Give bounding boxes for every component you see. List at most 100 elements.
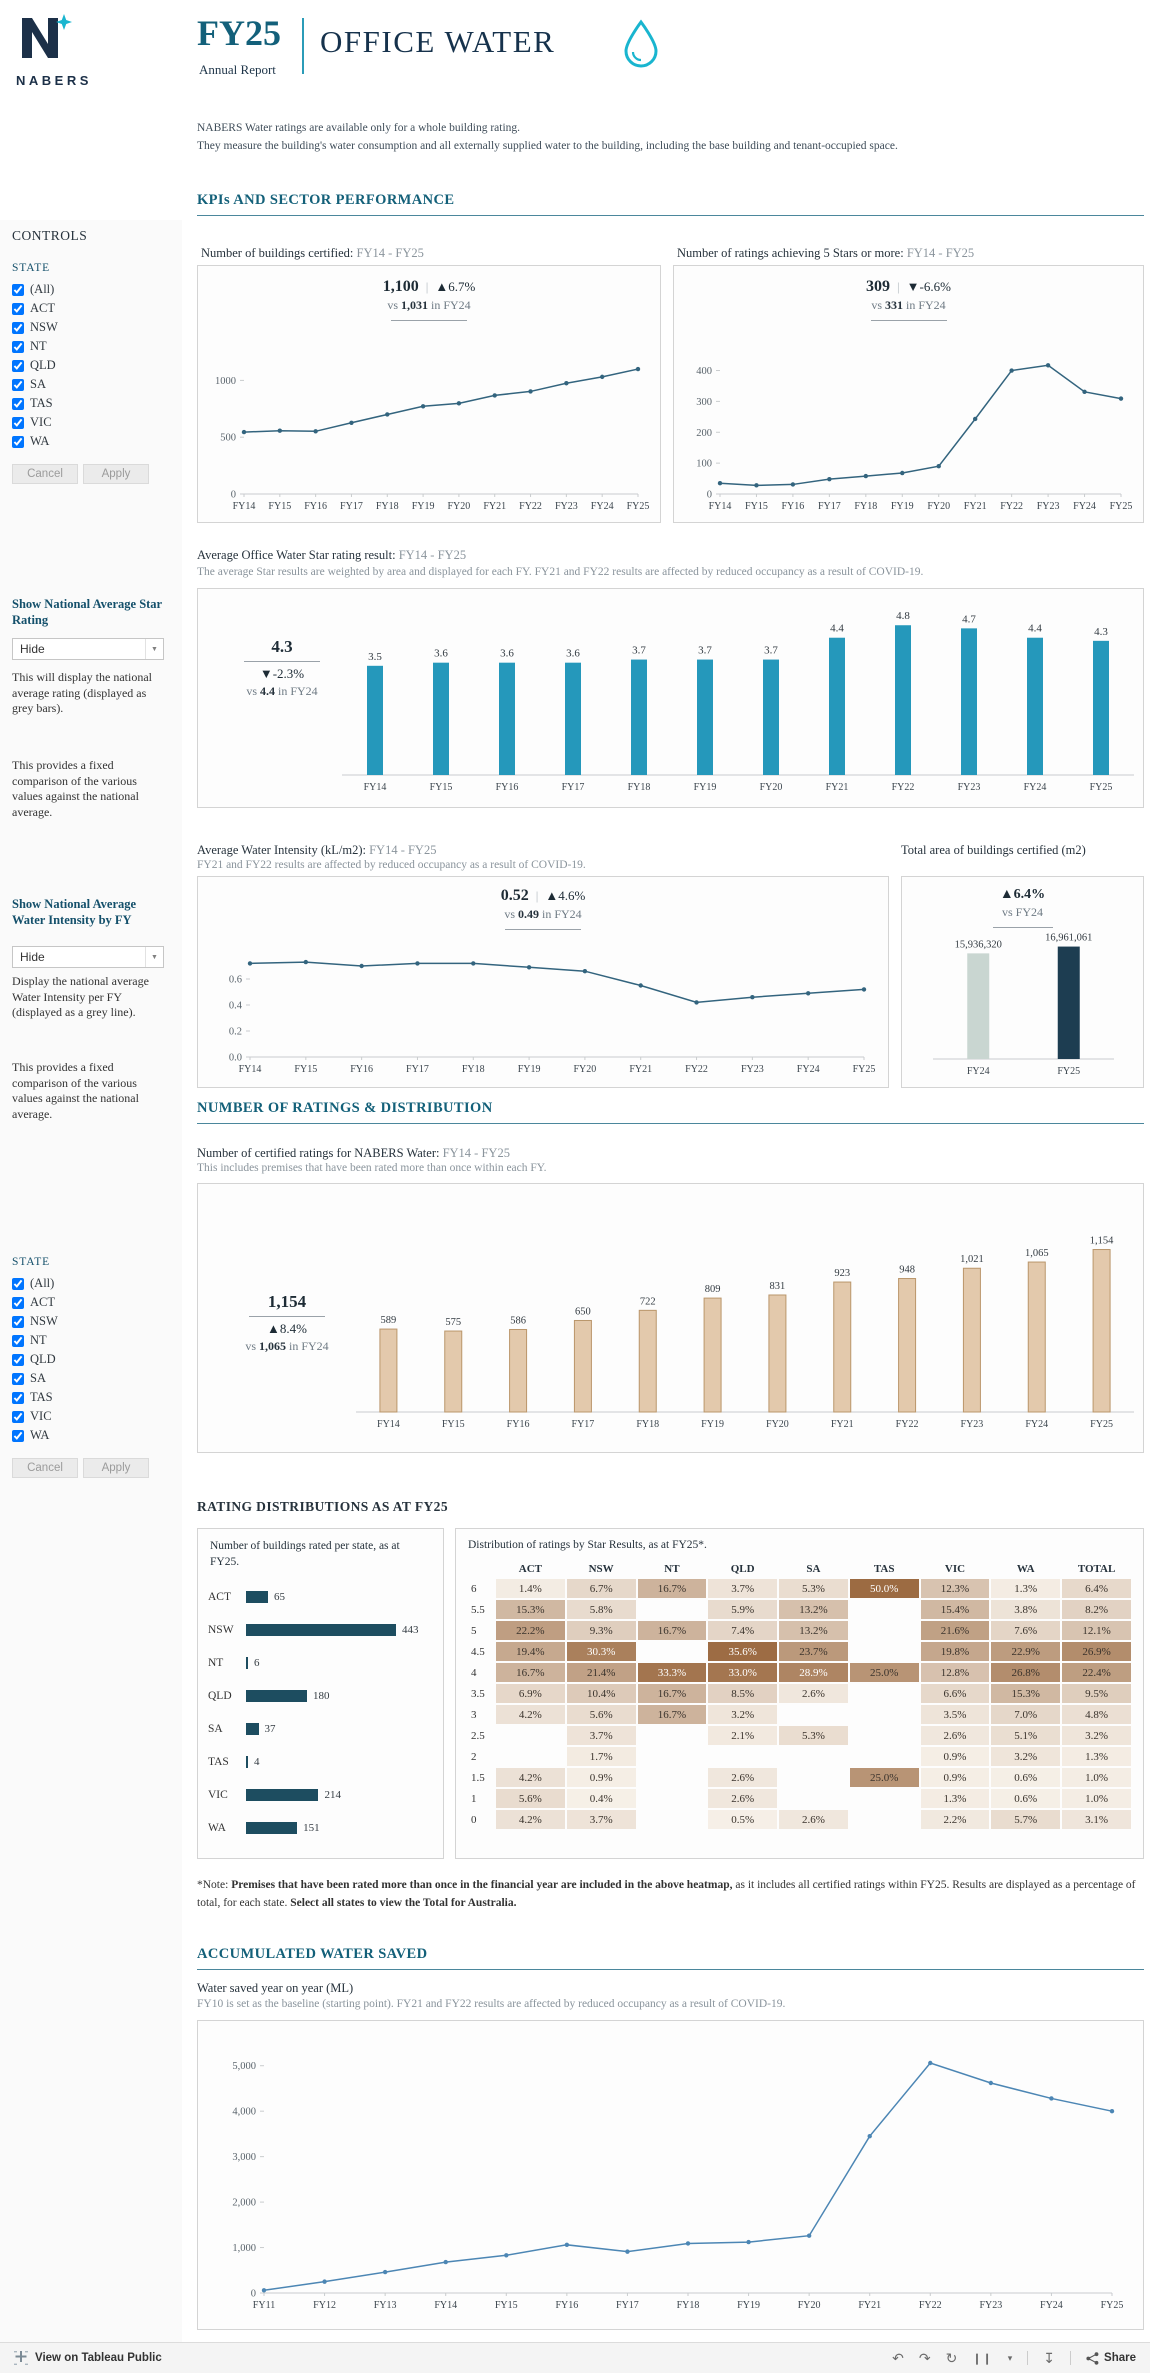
star-average-dropdown[interactable]: Hide [12,638,164,660]
state-checkbox-sa[interactable]: SA [12,1369,58,1388]
checkbox[interactable] [12,1353,24,1366]
heatmap-cell[interactable] [638,1642,707,1661]
star-distribution-heatmap[interactable]: ACT NSW NT QLD SA TAS VIC WA TOTAL 6 1.4% 6.7% 16.7%… [456,1559,1143,1831]
heatmap-cell[interactable] [850,1642,919,1661]
heatmap-cell[interactable]: 5.3% [779,1726,848,1745]
heatmap-cell[interactable] [638,1789,707,1808]
heatmap-cell[interactable]: 8.2% [1062,1600,1131,1619]
heatmap-cell[interactable]: 13.2% [779,1621,848,1640]
heatmap-cell[interactable] [850,1600,919,1619]
undo-icon[interactable]: ↶ [892,2349,904,2366]
heatmap-cell[interactable] [496,1726,565,1745]
state-checkbox-qld[interactable]: QLD [12,1350,58,1369]
heatmap-cell[interactable]: 6.9% [496,1684,565,1703]
heatmap-cell[interactable] [779,1768,848,1787]
heatmap-cell[interactable]: 21.4% [566,1663,636,1682]
heatmap-cell[interactable] [638,1768,707,1787]
heatmap-cell[interactable]: 16.7% [637,1621,707,1640]
heatmap-cell[interactable] [779,1747,848,1766]
heatmap-cell[interactable] [850,1789,919,1808]
checkbox[interactable] [12,340,24,353]
state-bar-row-vic[interactable]: VIC 214 [208,1784,433,1806]
heatmap-cell[interactable]: 6.4% [1062,1579,1131,1598]
heatmap-cell[interactable]: 0.9% [920,1768,990,1787]
state-bar-row-act[interactable]: ACT 65 [208,1586,433,1608]
state-checkbox-all[interactable]: (All) [12,280,58,299]
state-bar[interactable] [246,1591,268,1604]
state-checkbox-act[interactable]: ACT [12,1293,58,1312]
heatmap-cell[interactable] [779,1705,848,1724]
heatmap-cell[interactable]: 1.0% [1062,1789,1131,1808]
heatmap-cell[interactable]: 25.0% [849,1663,919,1682]
heatmap-cell[interactable]: 0.9% [566,1768,636,1787]
state-checkbox-all[interactable]: (All) [12,1274,58,1293]
state-bar-row-nsw[interactable]: NSW 443 [208,1619,433,1641]
certified-ratings-chart[interactable]: 589 FY14 575 FY15 586 FY16 650 FY17 722 FY18 809 FY… [348,1192,1138,1447]
heatmap-cell[interactable]: 33.3% [637,1663,707,1682]
heatmap-cell[interactable]: 12.3% [920,1579,990,1598]
state-checkbox-qld[interactable]: QLD [12,356,58,375]
heatmap-cell[interactable]: 13.2% [779,1600,848,1619]
heatmap-cell[interactable]: 22.4% [1062,1663,1131,1682]
state-checkbox-sa[interactable]: SA [12,375,58,394]
checkbox[interactable] [12,359,24,372]
checkbox[interactable] [12,302,24,315]
heatmap-cell[interactable]: 1.3% [991,1579,1061,1598]
state-bar[interactable] [246,1756,248,1769]
heatmap-cell[interactable]: 2.6% [779,1684,848,1703]
heatmap-cell[interactable]: 4.2% [496,1705,565,1724]
heatmap-cell[interactable]: 50.0% [849,1579,919,1598]
apply-button[interactable]: Apply [83,464,149,484]
heatmap-cell[interactable]: 5.1% [991,1726,1061,1745]
state-bar-row-wa[interactable]: WA 151 [208,1817,433,1839]
heatmap-cell[interactable] [850,1684,919,1703]
heatmap-cell[interactable]: 3.1% [1062,1810,1131,1829]
buildings-per-state-chart[interactable]: ACT 65 NSW 443 NT 6 QLD 180 SA 37 TAS 4 VIC 214 WA 151 [198,1586,443,1839]
heatmap-cell[interactable]: 2.6% [779,1810,848,1829]
checkbox[interactable] [12,321,24,334]
heatmap-cell[interactable]: 3.2% [708,1705,778,1724]
heatmap-cell[interactable] [850,1705,919,1724]
total-area-chart[interactable]: 15,936,320 FY24 16,961,061 FY25 [921,917,1126,1092]
heatmap-cell[interactable]: 0.4% [566,1789,636,1808]
heatmap-cell[interactable]: 0.6% [991,1768,1061,1787]
heatmap-cell[interactable]: 1.0% [1062,1768,1131,1787]
heatmap-cell[interactable] [850,1747,919,1766]
state-bar[interactable] [246,1789,319,1802]
state-bar[interactable] [246,1822,298,1835]
checkbox[interactable] [12,397,24,410]
checkbox[interactable] [12,1277,24,1290]
checkbox[interactable] [12,1372,24,1385]
state-bar-row-qld[interactable]: QLD 180 [208,1685,433,1707]
heatmap-cell[interactable] [638,1810,707,1829]
five-star-chart[interactable]: 0 100 200 300 400 FY14 FY15 FY16 FY17 FY18 FY19 FY2… [678,340,1137,525]
heatmap-cell[interactable]: 2.6% [708,1789,778,1808]
heatmap-cell[interactable]: 5.6% [496,1789,565,1808]
state-bar-row-sa[interactable]: SA 37 [208,1718,433,1740]
checkbox[interactable] [12,1315,24,1328]
heatmap-cell[interactable]: 15.4% [920,1600,990,1619]
heatmap-cell[interactable]: 6.7% [566,1579,636,1598]
heatmap-cell[interactable] [850,1810,919,1829]
heatmap-cell[interactable]: 15.3% [991,1684,1061,1703]
state-checkbox-nt[interactable]: NT [12,1331,58,1350]
heatmap-cell[interactable]: 5.3% [779,1579,848,1598]
heatmap-cell[interactable]: 22.9% [991,1642,1061,1661]
heatmap-cell[interactable] [850,1726,919,1745]
heatmap-cell[interactable]: 22.2% [496,1621,565,1640]
heatmap-cell[interactable]: 3.8% [991,1600,1061,1619]
buildings-certified-chart[interactable]: 0 500 1000 FY14 FY15 FY16 FY17 FY18 FY19 FY20 FY21… [202,340,654,525]
heatmap-cell[interactable]: 0.5% [708,1810,778,1829]
state-bar[interactable] [246,1624,396,1637]
heatmap-cell[interactable]: 5.8% [566,1600,636,1619]
heatmap-cell[interactable]: 15.3% [496,1600,565,1619]
cancel-button[interactable]: Cancel [12,1458,78,1478]
state-checkbox-nt[interactable]: NT [12,337,58,356]
heatmap-cell[interactable] [638,1747,707,1766]
state-checkbox-vic[interactable]: VIC [12,1407,58,1426]
heatmap-cell[interactable]: 19.4% [496,1642,565,1661]
star-rating-chart[interactable]: 3.5 FY14 3.6 FY15 3.6 FY16 3.6 FY17 3.7 FY18 3.7 FY… [338,593,1138,810]
heatmap-cell[interactable]: 4.2% [496,1810,565,1829]
heatmap-cell[interactable]: 3.7% [566,1726,636,1745]
heatmap-cell[interactable]: 5.9% [708,1600,778,1619]
